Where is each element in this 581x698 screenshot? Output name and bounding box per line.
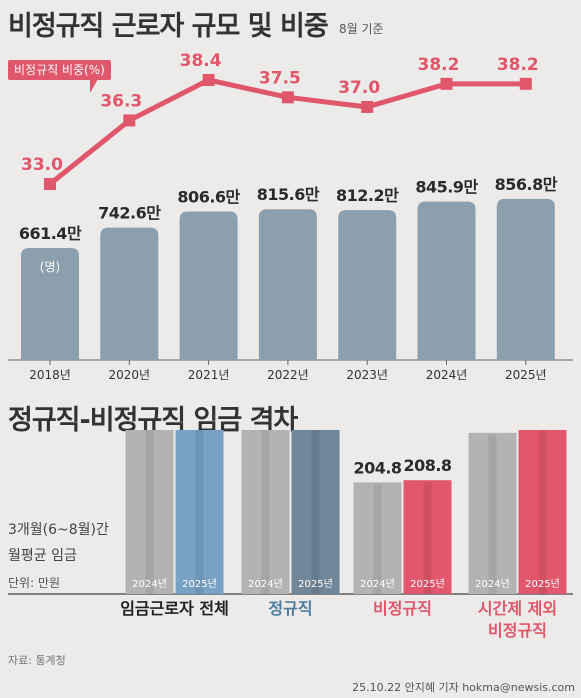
x-tick-label: 2023년: [346, 368, 388, 382]
wage-bar-stripe: [423, 482, 432, 594]
wage-bar-stripe: [373, 484, 382, 594]
wage-unit-label: 단위: 만원: [8, 576, 61, 590]
chart-subtitle: 8월 기준: [339, 22, 384, 36]
wage-bar-year: 2025년: [298, 578, 333, 590]
worker-bar: [258, 209, 317, 360]
share-value-label: 38.2: [418, 55, 460, 75]
wage-category-label-line: 비정규직: [488, 621, 547, 640]
bar-value-label: 812.2만: [336, 186, 399, 205]
share-point: [44, 178, 56, 190]
wage-bar-year: 2024년: [360, 578, 395, 590]
wage-bar-year: 2025년: [410, 578, 445, 590]
share-point: [202, 73, 215, 86]
worker-bar: [338, 210, 397, 360]
x-tick-label: 2020년: [109, 368, 151, 382]
wage-category-label: 임금근로자 전체: [95, 598, 255, 620]
wage-category-label-line: 시간제 제외: [477, 599, 558, 618]
bar-value-label: 661.4만: [19, 224, 82, 243]
wage-bar: [241, 430, 290, 594]
source-note: 자료: 통계청: [8, 654, 66, 667]
wage-bar: [353, 482, 402, 594]
share-value-label: 38.2: [497, 55, 539, 75]
wage-category-label: 정규직: [211, 598, 371, 620]
wage-axis-label: 월평균 임금: [8, 548, 77, 564]
wage-value-label: 208.8: [403, 456, 451, 475]
wage-category-label-line: 정규직: [268, 599, 313, 618]
wage-category-label-line: 임금근로자 전체: [120, 599, 229, 618]
wage-bar-year: 2024년: [132, 578, 167, 590]
bar-value-label: 815.6만: [257, 185, 320, 204]
wage-bar-year: 2025년: [525, 578, 560, 590]
wage-bar-stripe: [195, 430, 204, 594]
bar-value-label: 742.6만: [98, 204, 161, 223]
wage-value-label: 204.8: [353, 458, 401, 477]
wage-bar: [518, 430, 567, 594]
wage-chart: 2024년312.82025년320.5만2024년379.62025년389.…: [8, 430, 573, 595]
share-point: [281, 91, 294, 104]
wage-bar-year: 2024년: [475, 578, 510, 590]
share-point: [440, 77, 453, 90]
x-tick-label: 2025년: [505, 368, 547, 382]
line-legend-badge: 비정규직 비중(%): [8, 60, 111, 80]
bar-value-label: 806.6만: [177, 188, 240, 207]
bar-unit-label: (명): [40, 260, 60, 274]
wage-category-label: 비정규직: [323, 598, 483, 620]
share-point: [519, 77, 532, 90]
wage-axis-label: 3개월(6~8월)간: [8, 522, 109, 538]
x-tick-label: 2022년: [267, 368, 309, 382]
credit-note: 25.10.22 안지혜 기자 hokma@newsis.com: [352, 681, 575, 694]
wage-bar-stripe: [261, 430, 270, 594]
x-tick-label: 2018년: [29, 368, 71, 382]
share-value-label: 38.4: [180, 51, 222, 71]
worker-bar: [496, 198, 555, 360]
worker-bar: [179, 211, 238, 360]
wage-bar: [175, 430, 224, 594]
wage-bar-stripe: [538, 430, 547, 594]
line-legend-tail: [90, 79, 98, 93]
share-value-label: 37.5: [259, 68, 301, 88]
x-tick-label: 2021년: [188, 368, 230, 382]
share-point: [123, 114, 136, 127]
wage-bar-year: 2025년: [182, 578, 217, 590]
share-point: [361, 100, 374, 113]
share-value-label: 36.3: [100, 91, 142, 111]
wage-bar: [125, 430, 174, 594]
worker-bar: [21, 248, 79, 360]
wage-bar-stripe: [311, 430, 320, 594]
wage-bar: [291, 430, 340, 594]
wage-category-label-line: 비정규직: [373, 599, 432, 618]
bar-value-label: 845.9만: [415, 178, 478, 197]
worker-bar: [100, 227, 159, 360]
workers-chart: 661.4만 2018년 742.6만 2020년 806.6만 2021년 815.6만 2…: [8, 51, 573, 382]
wage-bar: [403, 480, 452, 594]
chart-title: 비정규직 근로자 규모 및 비중: [8, 11, 329, 42]
wage-bar: [468, 432, 517, 594]
x-tick-label: 2024년: [426, 368, 468, 382]
worker-bar: [417, 201, 476, 360]
share-value-label: 37.0: [338, 78, 380, 98]
share-value-label: 33.0: [21, 155, 63, 175]
bar-value-label: 856.8만: [495, 175, 558, 194]
wage-bar-stripe: [145, 430, 154, 594]
wage-bar-year: 2024년: [248, 578, 283, 590]
wage-bar-stripe: [488, 434, 497, 594]
